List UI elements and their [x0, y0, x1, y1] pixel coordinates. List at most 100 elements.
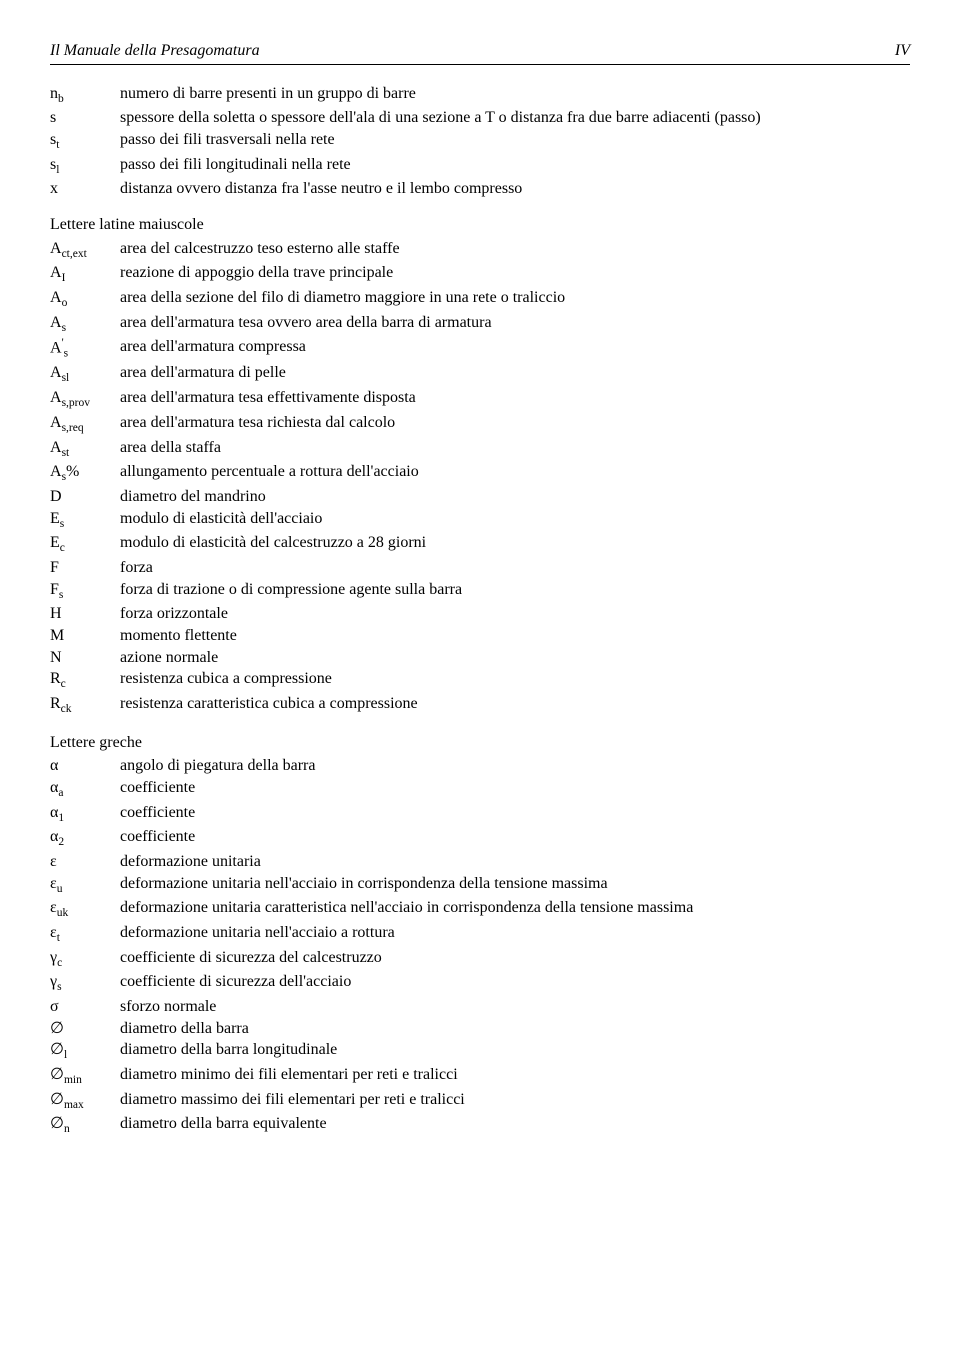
definition-row: γccoefficiente di sicurezza del calcestr… — [50, 947, 910, 972]
description: area della staffa — [120, 437, 910, 459]
description: forza di trazione o di compressione agen… — [120, 579, 910, 601]
definition-row: As,reqarea dell'armatura tesa richiesta … — [50, 412, 910, 437]
description: modulo di elasticità dell'acciaio — [120, 508, 910, 530]
symbol: D — [50, 486, 120, 508]
symbol: nb — [50, 83, 120, 108]
description: passo dei fili longitudinali nella rete — [120, 154, 910, 176]
description: forza — [120, 557, 910, 579]
description: coefficiente di sicurezza dell'acciaio — [120, 971, 910, 993]
symbol: A's — [50, 336, 120, 362]
description: diametro massimo dei fili elementari per… — [120, 1089, 910, 1111]
definitions-lower-latin: nbnumero di barre presenti in un gruppo … — [50, 83, 910, 200]
definition-row: Fforza — [50, 557, 910, 579]
description: diametro della barra longitudinale — [120, 1039, 910, 1061]
description: area del calcestruzzo teso esterno alle … — [120, 238, 910, 260]
description: area dell'armatura tesa effettivamente d… — [120, 387, 910, 409]
description: deformazione unitaria — [120, 851, 910, 873]
description: sforzo normale — [120, 996, 910, 1018]
symbol: As,req — [50, 412, 120, 437]
symbol: Ao — [50, 287, 120, 312]
symbol: Ast — [50, 437, 120, 462]
symbol: Rc — [50, 668, 120, 693]
description: allungamento percentuale a rottura dell'… — [120, 461, 910, 483]
page-header: Il Manuale della Presagomatura IV — [50, 40, 910, 65]
definitions-greek: αangolo di piegatura della barraαacoeffi… — [50, 755, 910, 1138]
description: area dell'armatura compressa — [120, 336, 910, 358]
description: coefficiente — [120, 777, 910, 799]
symbol: ∅l — [50, 1039, 120, 1064]
symbol: x — [50, 178, 120, 200]
symbol: γs — [50, 971, 120, 996]
definition-row: εtdeformazione unitaria nell'acciaio a r… — [50, 922, 910, 947]
description: area dell'armatura tesa ovvero area dell… — [120, 312, 910, 334]
symbol: εuk — [50, 897, 120, 922]
symbol: Es — [50, 508, 120, 533]
description: diametro della barra — [120, 1018, 910, 1040]
definition-row: γscoefficiente di sicurezza dell'acciaio — [50, 971, 910, 996]
symbol: As,prov — [50, 387, 120, 412]
symbol: αa — [50, 777, 120, 802]
description: diametro minimo dei fili elementari per … — [120, 1064, 910, 1086]
page-number: IV — [895, 40, 910, 62]
definition-row: Ddiametro del mandrino — [50, 486, 910, 508]
definition-row: Hforza orizzontale — [50, 603, 910, 625]
definition-row: εdeformazione unitaria — [50, 851, 910, 873]
symbol: ∅n — [50, 1113, 120, 1138]
definition-row: ∅maxdiametro massimo dei fili elementari… — [50, 1089, 910, 1114]
definition-row: αacoefficiente — [50, 777, 910, 802]
symbol: Ec — [50, 532, 120, 557]
description: angolo di piegatura della barra — [120, 755, 910, 777]
symbol: AI — [50, 262, 120, 287]
definition-row: Aoarea della sezione del filo di diametr… — [50, 287, 910, 312]
definition-row: α2coefficiente — [50, 826, 910, 851]
definition-row: ∅ldiametro della barra longitudinale — [50, 1039, 910, 1064]
definition-row: nbnumero di barre presenti in un gruppo … — [50, 83, 910, 108]
symbol: εt — [50, 922, 120, 947]
description: forza orizzontale — [120, 603, 910, 625]
description: area della sezione del filo di diametro … — [120, 287, 910, 309]
definition-row: α1coefficiente — [50, 802, 910, 827]
symbol: α — [50, 755, 120, 777]
description: momento flettente — [120, 625, 910, 647]
symbol: σ — [50, 996, 120, 1018]
description: numero di barre presenti in un gruppo di… — [120, 83, 910, 105]
definition-row: Rcresistenza cubica a compressione — [50, 668, 910, 693]
symbol: εu — [50, 873, 120, 898]
symbol: s — [50, 107, 120, 129]
description: resistenza caratteristica cubica a compr… — [120, 693, 910, 715]
symbol: As — [50, 312, 120, 337]
description: azione normale — [120, 647, 910, 669]
description: area dell'armatura di pelle — [120, 362, 910, 384]
symbol: ε — [50, 851, 120, 873]
definition-row: Esmodulo di elasticità dell'acciaio — [50, 508, 910, 533]
symbol: F — [50, 557, 120, 579]
definition-row: Nazione normale — [50, 647, 910, 669]
symbol: Asl — [50, 362, 120, 387]
definition-row: Rckresistenza caratteristica cubica a co… — [50, 693, 910, 718]
definition-row: εukdeformazione unitaria caratteristica … — [50, 897, 910, 922]
symbol: ∅min — [50, 1064, 120, 1089]
description: resistenza cubica a compressione — [120, 668, 910, 690]
definition-row: Aslarea dell'armatura di pelle — [50, 362, 910, 387]
definition-row: αangolo di piegatura della barra — [50, 755, 910, 777]
description: reazione di appoggio della trave princip… — [120, 262, 910, 284]
description: diametro della barra equivalente — [120, 1113, 910, 1135]
symbol: Fs — [50, 579, 120, 604]
definition-row: Act,extarea del calcestruzzo teso estern… — [50, 238, 910, 263]
symbol: α2 — [50, 826, 120, 851]
definition-row: ∅mindiametro minimo dei fili elementari … — [50, 1064, 910, 1089]
symbol: As% — [50, 461, 120, 486]
symbol: H — [50, 603, 120, 625]
definition-row: Ecmodulo di elasticità del calcestruzzo … — [50, 532, 910, 557]
symbol: st — [50, 129, 120, 154]
definition-row: slpasso dei fili longitudinali nella ret… — [50, 154, 910, 179]
definition-row: Asarea dell'armatura tesa ovvero area de… — [50, 312, 910, 337]
description: diametro del mandrino — [120, 486, 910, 508]
description: passo dei fili trasversali nella rete — [120, 129, 910, 151]
section-greek-title: Lettere greche — [50, 732, 910, 754]
doc-title: Il Manuale della Presagomatura — [50, 40, 260, 62]
definition-row: xdistanza ovvero distanza fra l'asse neu… — [50, 178, 910, 200]
definition-row: εudeformazione unitaria nell'acciaio in … — [50, 873, 910, 898]
section-upper-latin-title: Lettere latine maiuscole — [50, 214, 910, 236]
definitions-upper-latin: Act,extarea del calcestruzzo teso estern… — [50, 238, 910, 718]
